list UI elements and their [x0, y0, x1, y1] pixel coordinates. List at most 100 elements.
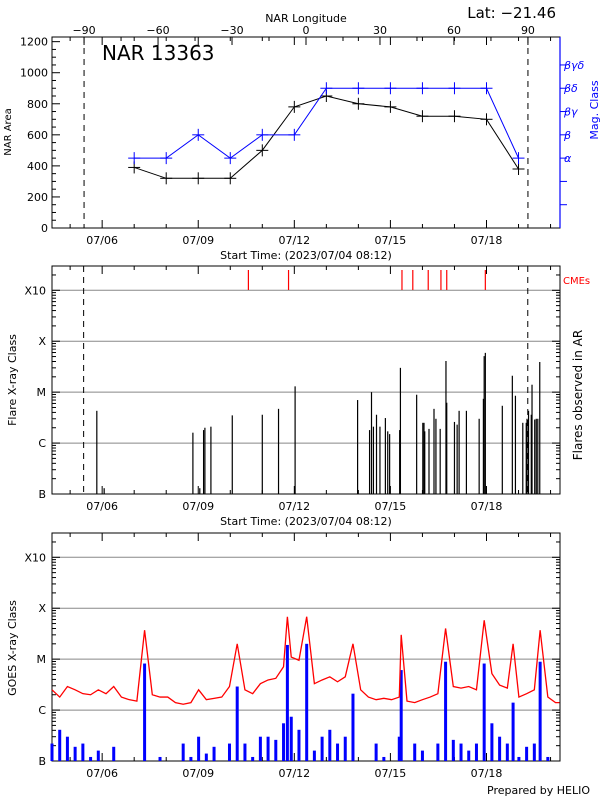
- goes-long-series-line: [51, 616, 560, 705]
- goes-short-bar: [474, 743, 478, 761]
- goes-short-bar: [320, 736, 324, 761]
- goes-short-bar: [89, 756, 93, 761]
- x-tick-label: 07/12: [278, 767, 310, 780]
- goes-short-bar: [158, 756, 162, 761]
- longitude-tick-label: −60: [146, 24, 169, 37]
- goes-short-bar: [143, 663, 147, 761]
- prepared-by-footer: Prepared by HELIO: [487, 784, 590, 797]
- goes-short-bar: [235, 686, 239, 761]
- flares-observed-axis-label: Flares observed in AR: [571, 330, 585, 460]
- area-panel-frame: [51, 36, 561, 229]
- class-tick-label: M: [37, 386, 47, 399]
- area-series-line: [134, 95, 519, 179]
- nar-longitude-label: NAR Longitude: [265, 12, 347, 25]
- goes-short-bar: [498, 736, 502, 761]
- y-tick-label: 0: [41, 222, 48, 235]
- goes-short-bar: [328, 729, 332, 761]
- class-tick-label: X10: [24, 284, 46, 297]
- y-tick-label: 200: [27, 191, 48, 204]
- goes-short-bar: [467, 750, 471, 761]
- nar-area-axis-label: NAR Area: [3, 108, 14, 155]
- goes-short-bar: [251, 756, 255, 761]
- goes-short-bar: [50, 743, 54, 761]
- cme-legend-label: CMEs: [563, 276, 590, 287]
- goes-short-bar: [505, 743, 509, 761]
- goes-short-bar: [451, 739, 455, 761]
- x-tick-label: 07/18: [471, 500, 503, 513]
- goes-short-bar: [382, 756, 386, 761]
- start-time-label-1: Start Time: (2023/07/04 08:12): [220, 249, 392, 262]
- goes-short-bar: [58, 729, 62, 761]
- class-tick-label: B: [38, 755, 46, 768]
- latitude-label: Lat: −21.46: [467, 4, 556, 22]
- class-tick-label: X: [38, 602, 46, 615]
- mag-class-tick-label: α: [564, 152, 572, 165]
- goes-short-bar: [397, 736, 401, 761]
- goes-short-bar: [305, 643, 309, 761]
- start-time-label-2: Start Time: (2023/07/04 08:12): [220, 515, 392, 528]
- goes-short-bar: [525, 746, 529, 761]
- y-tick-label: 400: [27, 160, 48, 173]
- goes-short-bar: [285, 644, 289, 761]
- class-tick-label: M: [37, 653, 47, 666]
- x-tick-label: 07/12: [278, 234, 310, 247]
- goes-short-bar: [546, 756, 550, 761]
- goes-short-bar: [243, 743, 247, 761]
- goes-short-bar: [444, 661, 448, 761]
- x-tick-label: 07/09: [182, 767, 214, 780]
- mag-class-axis-label: Mag. Class: [588, 80, 600, 139]
- goes-short-bar: [511, 702, 515, 761]
- goes-short-bar: [282, 723, 286, 761]
- goes-short-bar: [96, 750, 100, 761]
- goes-short-bar: [538, 661, 542, 761]
- goes-short-bar: [297, 729, 301, 761]
- x-tick-label: 07/06: [86, 767, 118, 780]
- x-tick-label: 07/12: [278, 500, 310, 513]
- goes-short-bar: [112, 746, 116, 761]
- goes-short-bar: [258, 736, 262, 761]
- longitude-tick-label: −90: [72, 24, 95, 37]
- x-tick-label: 07/06: [86, 500, 118, 513]
- goes-short-bar: [289, 716, 293, 761]
- goes-short-bar: [517, 756, 521, 761]
- goes-short-bar: [399, 670, 403, 761]
- y-tick-label: 1200: [20, 36, 48, 49]
- goes-short-bar: [227, 743, 231, 761]
- x-tick-label: 07/15: [375, 500, 407, 513]
- class-tick-label: C: [38, 437, 46, 450]
- goes-short-bar: [212, 746, 216, 761]
- goes-short-bar: [459, 743, 463, 761]
- class-tick-label: B: [38, 488, 46, 501]
- goes-short-bar: [351, 693, 355, 761]
- class-tick-label: C: [38, 704, 46, 717]
- longitude-tick-label: 60: [447, 24, 461, 37]
- mag-class-tick-label: βγδ: [563, 59, 585, 72]
- goes-short-bar: [204, 753, 208, 761]
- y-tick-label: 800: [27, 98, 48, 111]
- y-tick-label: 600: [27, 129, 48, 142]
- x-tick-label: 07/09: [182, 234, 214, 247]
- goes-short-bar: [490, 723, 494, 761]
- mag-class-tick-label: β: [563, 129, 571, 142]
- goes-class-axis-label: GOES X-ray Class: [6, 600, 19, 696]
- goes-short-bar: [413, 743, 417, 761]
- x-tick-label: 07/15: [375, 767, 407, 780]
- goes-short-bar: [73, 746, 77, 761]
- goes-short-bar: [81, 743, 85, 761]
- x-tick-label: 07/15: [375, 234, 407, 247]
- plot-marks: 07/06 07/09 07/12 07/15 07/18 0 200 400 600 800 10…: [20, 24, 585, 780]
- y-tick-label: 1000: [20, 67, 48, 80]
- goes-short-bar: [189, 756, 193, 761]
- goes-short-bar: [420, 750, 424, 761]
- x-tick-label: 07/09: [182, 500, 214, 513]
- x-tick-label: 07/06: [86, 234, 118, 247]
- goes-short-bar: [274, 739, 278, 761]
- flare-class-axis-label: Flare X-ray Class: [6, 334, 19, 426]
- mag-class-tick-label: βδ: [563, 82, 578, 95]
- x-tick-label: 07/18: [471, 234, 503, 247]
- goes-short-bar: [312, 750, 316, 761]
- mag-class-tick-label: βγ: [563, 106, 578, 119]
- class-tick-label: X10: [24, 551, 46, 564]
- goes-short-bar: [65, 736, 69, 761]
